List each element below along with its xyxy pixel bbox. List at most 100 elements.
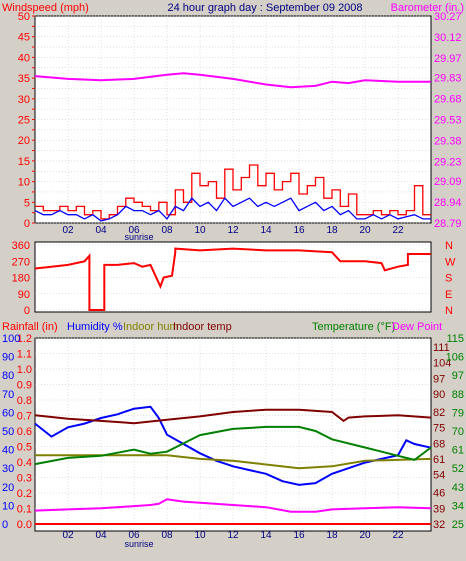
compass-tick-label: W [445,256,456,268]
barometer-tick-label: 29.68 [434,94,462,106]
wind-tick-label: 15 [18,156,30,168]
barometer-tick-label: 28.79 [434,218,462,230]
hour-tick-label: 16 [293,225,305,236]
rainfall-tick-label: 1.1 [17,349,32,361]
hour-tick-label: 06 [128,530,140,541]
hour-tick-label: 22 [392,225,404,236]
barometer-in-line [34,72,431,89]
sunrise-label-top: sunrise [124,232,153,242]
temperature-tick-label: 106 [446,352,464,364]
temperature-tick-label: 52 [452,463,464,475]
humidity-tick-label: 20 [2,482,14,494]
humidity-tick-label: 30 [2,463,14,475]
hour-tick-label: 18 [326,530,338,541]
rainfall-tick-label: 0.9 [17,380,32,392]
hour-tick-label: 04 [95,530,107,541]
hour-tick-label: 20 [359,225,371,236]
wind-x-axis: 02 04 06 08 10 12 14 16 18 20 22 [62,225,404,236]
wind-tick-label: 10 [18,177,30,189]
rainfall-tick-label: 0.0 [17,519,32,531]
barometer-tick-label: 29.53 [434,115,462,127]
temperature-tick-label: 61 [452,445,464,457]
barometer-tick-label: 29.09 [434,176,462,188]
humidity-tick-label: 100 [2,333,20,345]
rainfall-tick-label: 0.1 [17,504,32,516]
direction-tick-label: 90 [18,289,30,301]
windspeed-axis-label: Windspeed (mph) [2,2,89,14]
temperature-tick-label: 25 [452,519,464,531]
wind-left-axis: 0 5 10 15 20 25 30 35 40 45 50 [18,11,35,230]
direction-plot-area [34,241,432,313]
direction-tick-label: 180 [12,273,30,285]
temperature-axis-label: Temperature (°F) [312,321,395,333]
sunrise-label-bottom: sunrise [124,539,153,549]
barometer-tick-label: 28.94 [434,197,462,209]
rainfall-tick-label: 1.0 [17,364,32,376]
indoor-temp-tick-label: 82 [433,407,445,419]
indoor-temp-line [34,408,432,425]
hour-tick-label: 12 [227,530,239,541]
rainfall-tick-label: 0.3 [17,473,32,485]
wind-tick-label: 40 [18,52,30,64]
temperature-tick-label: 88 [452,389,464,401]
barometer-axis-label: Barometer (in.) [391,2,464,14]
compass-tick-label: N [445,240,453,252]
temp-x-axis: 02 04 06 08 10 12 14 16 18 20 22 [62,530,404,541]
humidity-tick-label: 80 [2,370,14,382]
hour-tick-label: 02 [62,225,74,236]
temp-right-axes: 3239465461687582909710411125344352617079… [433,333,464,531]
rainfall-tick-label: 0.4 [17,457,32,469]
wind-series [34,72,431,222]
hour-tick-label: 08 [161,225,173,236]
compass-tick-label: E [445,289,452,301]
hour-tick-label: 04 [95,225,107,236]
rainfall-tick-label: 0.6 [17,426,32,438]
indoor-temp-tick-label: 46 [433,488,445,500]
barometer-tick-label: 29.38 [434,135,462,147]
hour-tick-label: 22 [392,530,404,541]
hour-tick-label: 10 [194,225,206,236]
dew-point-line [34,498,432,513]
indoor-temp-tick-label: 68 [433,438,445,450]
wind-tick-label: 45 [18,32,30,44]
temp-left-axes: 0.0 0.1 0.2 0.3 0.4 0.5 0.6 0.7 0.8 0.9 1.0 1.1 1.2 0… [2,333,32,531]
rainfall-tick-label: 0.7 [17,411,32,423]
compass-tick-label: S [445,273,452,285]
hour-tick-label: 14 [260,225,272,236]
barometer-tick-label: 29.83 [434,73,462,85]
hour-tick-label: 02 [62,530,74,541]
hour-tick-label: 12 [227,225,239,236]
dew-point-label: Dew Point [392,321,442,333]
hour-tick-label: 20 [359,530,371,541]
wind-tick-label: 25 [18,115,30,127]
wind-tick-label: 35 [18,73,30,85]
chart-title: 24 hour graph day : September 09 2008 [167,2,362,14]
indoor-temp-tick-label: 97 [433,373,445,385]
rainfall-tick-label: 0.8 [17,395,32,407]
humidity-axis-label: Humidity % [67,321,123,333]
indoor-temp-label: Indoor temp [173,321,232,333]
hour-tick-label: 06 [128,225,140,236]
barometer-tick-label: 30.27 [434,11,462,23]
humidity-tick-label: 10 [2,500,14,512]
direction-left-axis: 0 90 180 270 360 [12,240,30,317]
temperature-tick-label: 97 [452,370,464,382]
indoor-temp-tick-label: 32 [433,519,445,531]
indoor-temp-tick-label: 90 [433,389,445,401]
direction-tick-label: 270 [12,256,30,268]
wind-tick-label: 0 [24,218,30,230]
indoor-temp-tick-label: 61 [433,454,445,466]
barometer-right-axis: 28.79 28.94 29.09 29.23 29.38 29.53 29.68 29.83… [434,11,462,230]
compass-tick-label: N [445,305,453,317]
rainfall-axis-label: Rainfall (in) [2,321,58,333]
humidity-tick-label: 50 [2,426,14,438]
indoor-temp-tick-label: 54 [433,470,445,482]
hour-tick-label: 16 [293,530,305,541]
direction-series [34,247,431,311]
direction-tick-label: 0 [24,305,30,317]
indoor-temp-tick-label: 39 [433,503,445,515]
humidity-tick-label: 0 [2,519,8,531]
